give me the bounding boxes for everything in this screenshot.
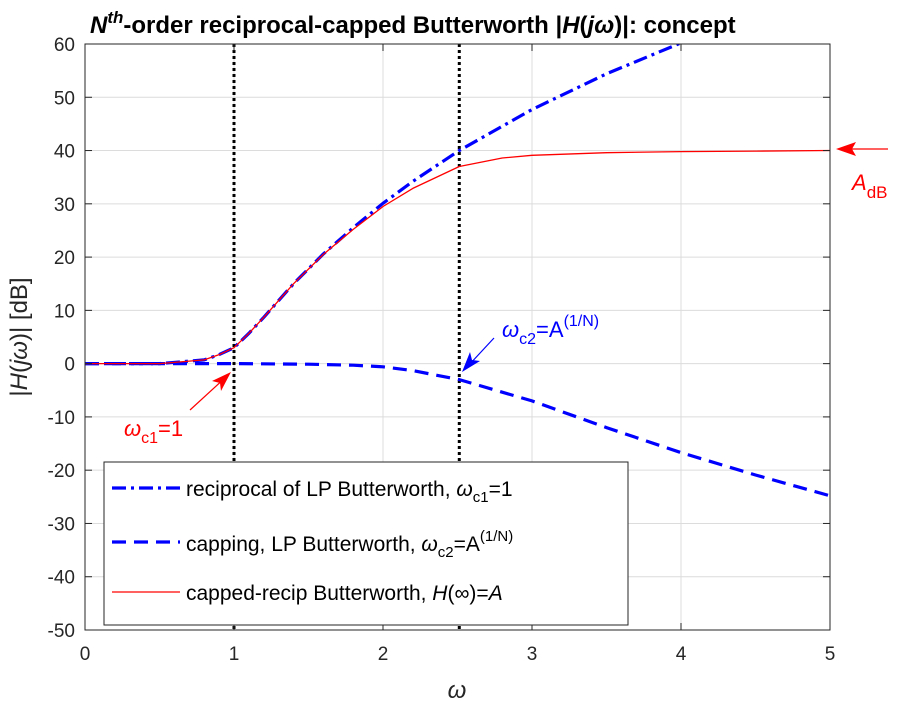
legend-box [103,461,629,626]
axis-ticks: 0 1 2 3 4 5 60 50 40 30 20 10 0 -10 -20 -30 -40 -50 [48,35,836,665]
x-tick-label: 2 [378,644,389,665]
wc1-label: ωc1=1 [124,416,183,447]
legend-label-capping: capping, LP Butterworth, ωc2=A(1/N) [186,528,513,561]
y-tick-label: 40 [54,142,75,163]
plot-frame [84,43,831,631]
x-tick-label: 4 [676,644,687,665]
adb-label: AdB [850,170,887,202]
y-tick-label: -10 [48,408,75,429]
x-axis-label: ω [448,677,467,703]
series-layer [85,44,830,498]
y-tick-label: 60 [54,35,75,56]
y-tick-label: -20 [48,461,75,482]
chart-title: Nth-order reciprocal-capped Butterworth … [90,8,736,39]
series-line-1 [85,362,830,498]
wc1-arrowhead [212,372,231,391]
y-tick-label: 50 [54,88,75,109]
series-line-2 [85,149,830,365]
legend: reciprocal of LP Butterworth, ωc1=1 capp… [103,461,629,626]
legend-entry-reciprocal: reciprocal of LP Butterworth, ωc1=1 [112,478,513,506]
y-tick-label: -50 [48,621,75,642]
x-tick-label: 0 [80,644,91,665]
x-tick-label: 5 [825,644,836,665]
x-tick-label: 3 [527,644,538,665]
wc1-annotation: ωc1=1 [124,372,231,447]
y-tick-label: 20 [54,248,75,269]
x-tick-label: 1 [229,644,240,665]
y-tick-label: 30 [54,195,75,216]
legend-label-capped: capped-recip Butterworth, H(∞)=A [186,582,503,605]
y-tick-label: -40 [48,568,75,589]
y-axis-label: |H(jω)| [dB] [6,277,33,396]
y-tick-label: 10 [54,301,75,322]
wc2-label: ωc2=A(1/N) [502,313,599,348]
adb-annotation: AdB [836,142,888,202]
wc2-annotation: ωc2=A(1/N) [462,313,599,372]
adb-arrowhead [836,142,856,156]
legend-label-reciprocal: reciprocal of LP Butterworth, ωc1=1 [186,478,513,506]
legend-entry-capping: capping, LP Butterworth, ωc2=A(1/N) [112,528,513,561]
y-tick-label: -30 [48,514,75,535]
legend-entry-capped: capped-recip Butterworth, H(∞)=A [112,582,503,605]
y-tick-label: 0 [64,355,75,376]
wc2-arrowhead [462,352,480,372]
